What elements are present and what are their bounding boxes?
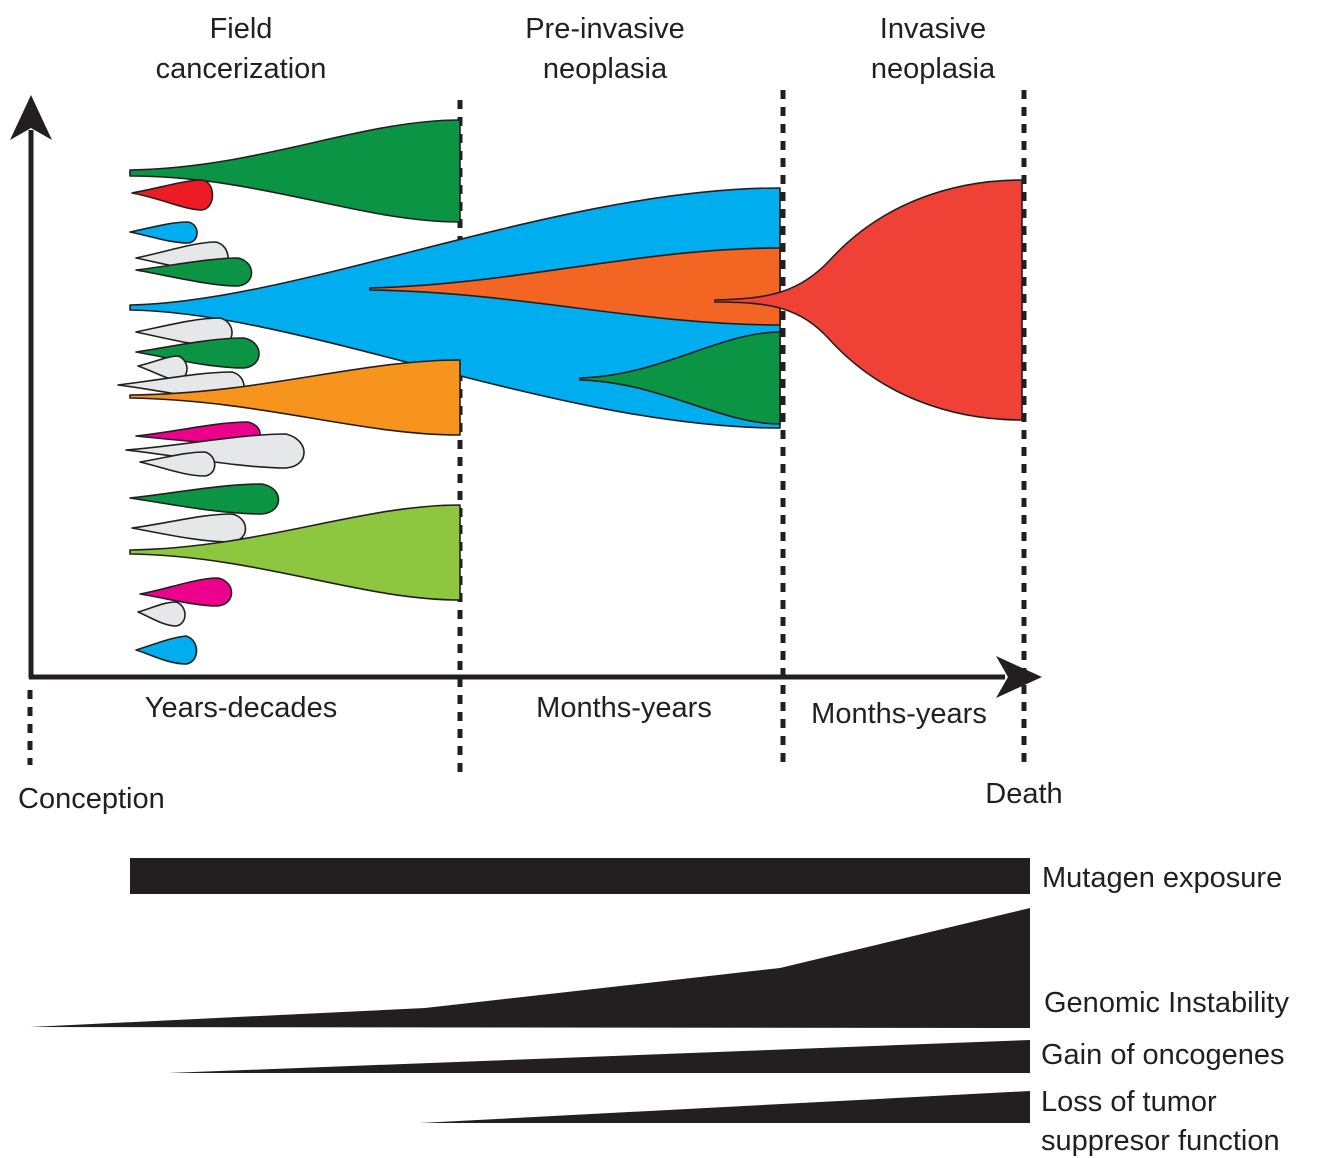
timeline-start-label: Conception [18, 783, 165, 815]
x-axis-arrowhead [996, 656, 1042, 698]
clone-shapes [117, 119, 1023, 665]
clone-green-2 [135, 337, 260, 369]
clone-orange-red [369, 247, 781, 326]
clone-red-small [131, 179, 214, 211]
factor-label-suppressor-line1: Loss of tumor [1041, 1086, 1217, 1118]
phase-title-field-line2: cancerization [156, 53, 327, 85]
clone-green-1 [135, 257, 253, 287]
phase-boundaries [27, 90, 1027, 775]
timeline-end-label: Death [985, 778, 1062, 810]
wedge-mutagen-exposure [130, 858, 1030, 894]
wedge-loss-of-tumor-suppressor [420, 1091, 1030, 1123]
clone-grey-2 [135, 317, 233, 347]
phase-title-preinvasive-line1: Pre-invasive [525, 13, 685, 45]
clone-light-green-expanded [129, 504, 461, 601]
factor-wedges [30, 858, 1030, 1123]
factor-label-oncogenes: Gain of oncogenes [1041, 1039, 1284, 1071]
clone-magenta-2 [139, 577, 233, 607]
duration-field: Years-decades [145, 692, 337, 724]
duration-preinvasive: Months-years [536, 692, 712, 724]
clone-grey-7 [131, 513, 247, 543]
clone-grey-3 [137, 355, 188, 381]
wedge-gain-of-oncogenes [168, 1040, 1030, 1073]
clone-green-3 [129, 483, 280, 515]
clone-dark-green-preinvasive [579, 331, 781, 425]
factor-label-mutagen: Mutagen exposure [1042, 862, 1282, 894]
clone-blue-small-2 [135, 635, 198, 665]
duration-invasive: Months-years [811, 698, 987, 730]
wedge-genomic-instability [30, 908, 1030, 1028]
clone-grey-8 [137, 601, 186, 627]
clone-dark-green-expanded [129, 119, 461, 223]
clone-blue-small [129, 221, 198, 244]
factor-label-genomic: Genomic Instability [1044, 987, 1289, 1019]
clone-grey-6 [139, 451, 216, 477]
clone-orange-expanded [129, 359, 461, 436]
phase-title-preinvasive-line2: neoplasia [543, 53, 668, 85]
axes [10, 95, 1042, 698]
clone-invasive-red [714, 179, 1023, 421]
phase-title-invasive-line2: neoplasia [871, 53, 996, 85]
factor-label-suppressor-line2: suppresor function [1041, 1125, 1280, 1157]
phase-title-invasive-line1: Invasive [880, 13, 986, 45]
y-axis-arrowhead [10, 95, 52, 140]
phase-title-field-line1: Field [210, 13, 273, 45]
clone-blue-expanded [129, 187, 781, 429]
